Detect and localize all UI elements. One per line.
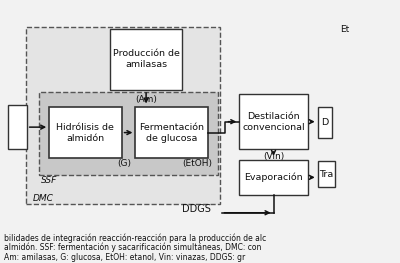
Text: SSF: SSF (41, 176, 57, 185)
Text: almidón. SSF: fermentación y sacarificación simultáneas, DMC: con: almidón. SSF: fermentación y sacarificac… (4, 243, 261, 252)
FancyBboxPatch shape (318, 108, 332, 138)
Text: Evaporación: Evaporación (244, 173, 303, 182)
Text: D: D (322, 118, 329, 127)
Text: Tra: Tra (319, 170, 334, 179)
FancyBboxPatch shape (239, 94, 308, 149)
FancyBboxPatch shape (239, 160, 308, 195)
Text: Et: Et (340, 26, 350, 34)
FancyBboxPatch shape (318, 161, 335, 187)
FancyBboxPatch shape (8, 105, 27, 149)
Text: Destilación
convencional: Destilación convencional (242, 112, 305, 132)
Text: bilidades de integración reacción-reacción para la producción de alc: bilidades de integración reacción-reacci… (4, 233, 266, 242)
FancyBboxPatch shape (26, 27, 220, 204)
FancyBboxPatch shape (49, 108, 122, 158)
Text: DDGS: DDGS (182, 204, 210, 214)
FancyBboxPatch shape (39, 92, 218, 175)
Text: Hidrólisis de
almidón: Hidrólisis de almidón (56, 123, 114, 143)
FancyBboxPatch shape (135, 108, 208, 158)
FancyBboxPatch shape (110, 29, 182, 90)
Text: Fermentación
de glucosa: Fermentación de glucosa (139, 123, 204, 143)
Text: (EtOH): (EtOH) (183, 159, 213, 168)
Text: (G): (G) (118, 159, 132, 168)
Text: (Am): (Am) (135, 95, 157, 104)
Text: DMC: DMC (33, 194, 54, 203)
Text: Producción de
amilasas: Producción de amilasas (113, 49, 180, 69)
Text: Am: amilasas, G: glucosa, EtOH: etanol, Vin: vinazas, DDGS: gr: Am: amilasas, G: glucosa, EtOH: etanol, … (4, 253, 245, 262)
Text: (Vin): (Vin) (263, 152, 284, 161)
